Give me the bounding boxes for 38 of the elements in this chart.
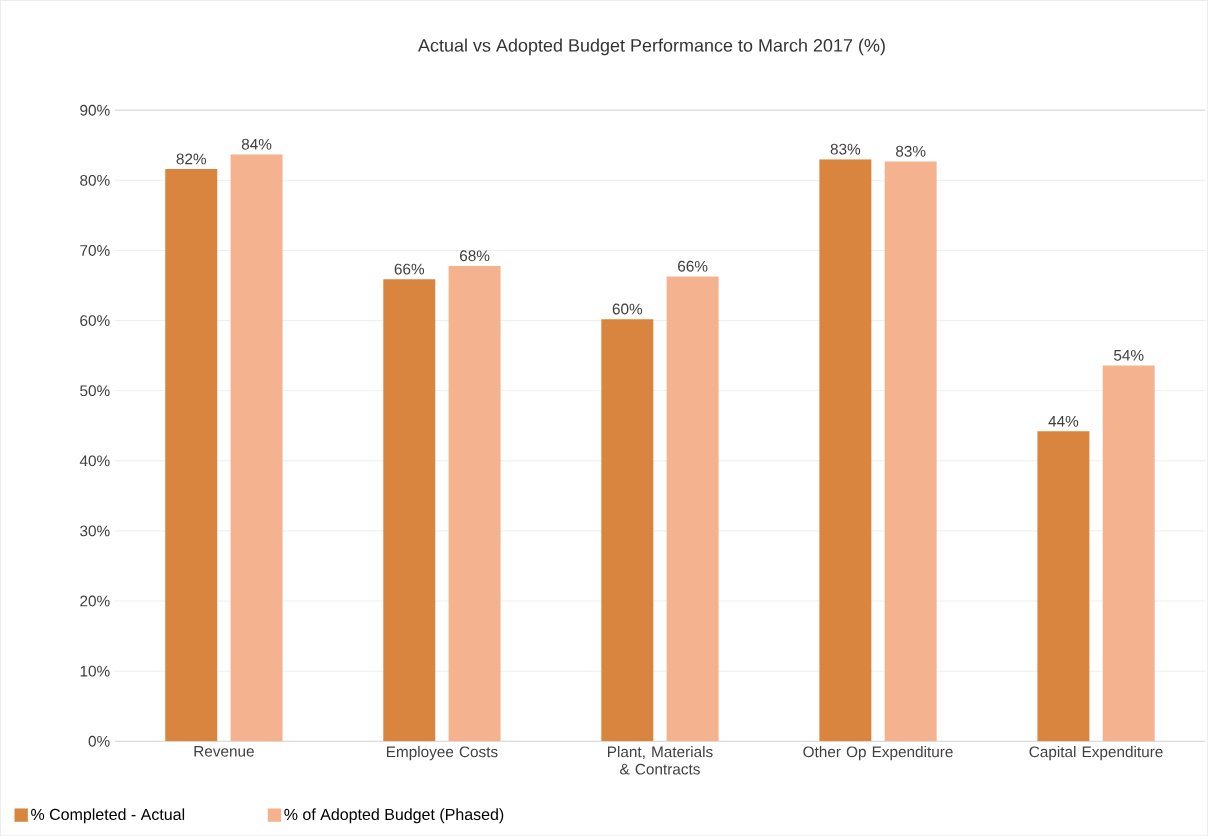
- data-label: 44%: [1048, 415, 1079, 427]
- y-tick-label: 70%: [80, 244, 110, 256]
- y-tick-label: 40%: [79, 455, 110, 467]
- y-tick-label: 80%: [80, 174, 110, 186]
- y-tick-label: 60%: [80, 315, 110, 326]
- chart-title: Actual vs Adopted Budget Performance to March 2017 (%): [418, 38, 885, 56]
- x-tick-label: Plant, Materials & Contracts: [608, 745, 713, 775]
- bar: [666, 276, 719, 742]
- data-label: 54%: [1113, 349, 1144, 361]
- data-label: 68%: [460, 250, 490, 262]
- data-label: 84%: [241, 138, 272, 150]
- y-tick-label: 50%: [80, 385, 110, 397]
- data-label: 83%: [896, 145, 926, 157]
- legend-label: % of Adopted Budget (Phased): [284, 808, 504, 824]
- bar: [1037, 431, 1090, 742]
- bar: [1102, 365, 1155, 742]
- x-tick-label: Other Op Expenditure: [803, 745, 953, 761]
- bar: [383, 279, 436, 742]
- x-tick-label: Employee Costs: [386, 745, 498, 761]
- y-tick-label: 90%: [80, 104, 110, 116]
- bar: [165, 169, 218, 742]
- bar: [819, 159, 872, 742]
- data-label: 83%: [830, 143, 861, 155]
- x-tick-label: Revenue: [194, 745, 254, 757]
- y-tick-label: 20%: [80, 595, 110, 607]
- data-label: 60%: [612, 303, 643, 315]
- data-label: 66%: [678, 260, 708, 272]
- bar: [601, 319, 654, 742]
- bar: [448, 265, 501, 742]
- data-label: 66%: [394, 263, 425, 275]
- y-tick-label: 10%: [80, 665, 110, 677]
- legend-label: % Completed - Actual: [31, 808, 185, 824]
- x-tick-label: Capital Expenditure: [1029, 745, 1163, 761]
- y-tick-label: 0%: [88, 735, 110, 747]
- bar: [884, 161, 937, 742]
- y-tick-label: 30%: [80, 525, 110, 537]
- bar: [230, 154, 283, 742]
- data-label: 82%: [176, 153, 207, 165]
